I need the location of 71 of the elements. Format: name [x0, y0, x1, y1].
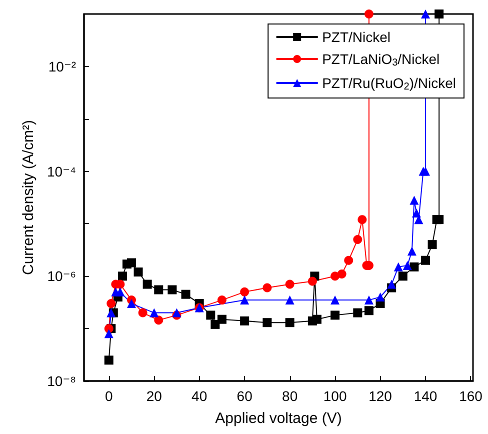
x-tick-label: 20: [146, 388, 162, 404]
point: [285, 280, 294, 289]
point: [312, 314, 322, 324]
point: [308, 276, 317, 286]
point: [344, 256, 354, 265]
point: [285, 296, 294, 305]
point: [150, 308, 159, 318]
point: [421, 166, 430, 176]
point: [138, 308, 148, 318]
point: [262, 318, 272, 328]
point: [421, 10, 430, 18]
point: [126, 258, 136, 268]
point: [428, 240, 437, 250]
point: [353, 308, 362, 318]
point: [398, 272, 408, 281]
y-axis-title: Current density (A/cm²): [20, 120, 37, 276]
point: [285, 318, 294, 328]
x-tick-label: 160: [459, 388, 483, 404]
point: [240, 296, 250, 305]
point: [240, 316, 250, 326]
point: [142, 280, 152, 289]
y-tick-label: 10⁻⁴: [47, 163, 76, 180]
point: [358, 215, 367, 224]
point: [126, 299, 136, 308]
point: [376, 292, 385, 302]
point: [217, 296, 226, 305]
point: [104, 329, 114, 338]
point: [116, 287, 125, 296]
point: [353, 235, 362, 244]
point: [387, 280, 396, 289]
point: [410, 262, 419, 272]
x-tick-label: 40: [192, 388, 208, 404]
x-tick-label: 60: [236, 388, 253, 404]
point: [181, 290, 190, 299]
point: [217, 314, 226, 324]
point: [172, 308, 182, 318]
point: [154, 285, 164, 294]
x-tick-label: 120: [368, 388, 392, 404]
x-tick-label: 0: [104, 388, 113, 404]
point: [434, 215, 444, 224]
point: [364, 296, 374, 305]
point: [106, 299, 116, 308]
point: [262, 283, 272, 292]
x-tick-label: 100: [323, 388, 347, 404]
point: [240, 287, 250, 296]
point: [210, 320, 220, 329]
point: [412, 208, 421, 218]
point: [394, 262, 403, 272]
point: [364, 10, 374, 18]
point: [168, 285, 177, 294]
point: [104, 356, 114, 365]
point: [118, 272, 127, 281]
point: [154, 316, 164, 325]
point: [421, 256, 430, 265]
point: [402, 260, 412, 270]
legend-label: PZT/Nickel: [322, 29, 391, 45]
point: [134, 267, 143, 276]
point: [330, 310, 340, 320]
point: [337, 269, 346, 278]
x-axis-title: Applied voltage (V): [215, 410, 342, 427]
point: [434, 10, 444, 18]
point: [410, 196, 419, 205]
y-tick-label: 10⁻⁸: [47, 373, 76, 389]
point: [364, 306, 374, 316]
point: [330, 296, 340, 305]
x-tick-label: 140: [414, 388, 438, 404]
y-tick-label: 10⁻⁶: [47, 268, 76, 284]
y-tick-label: 10⁻²: [48, 58, 76, 74]
point: [206, 310, 216, 320]
x-tick-label: 80: [282, 388, 298, 404]
point: [407, 246, 416, 256]
